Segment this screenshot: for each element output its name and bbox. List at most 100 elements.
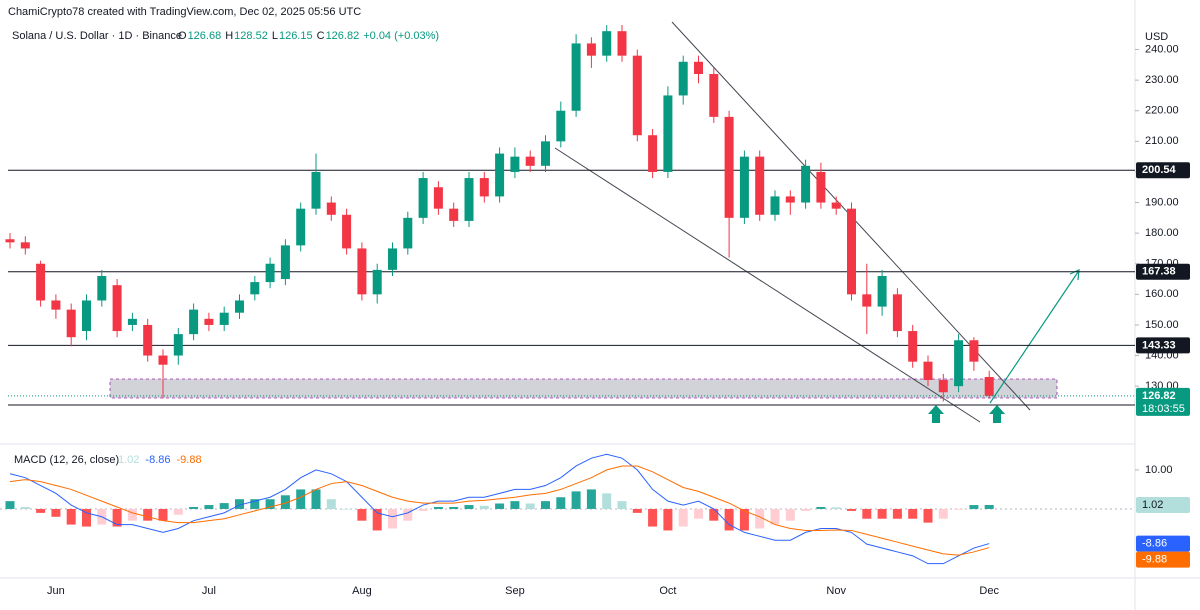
candle-body (51, 300, 61, 310)
candle-body (632, 55, 642, 136)
histogram-bar (571, 491, 581, 509)
candle-body (724, 116, 734, 218)
candle-body (816, 171, 826, 203)
y-tick-label: 10.00 (1145, 464, 1173, 476)
candle-body (357, 248, 367, 295)
candle-body (235, 300, 244, 313)
candle-body (66, 309, 76, 338)
y-tick-label: 210.00 (1145, 135, 1179, 147)
histogram-bar (265, 499, 275, 509)
histogram-bar (36, 508, 46, 513)
histogram-bar (418, 508, 428, 511)
histogram-bar (694, 508, 703, 519)
histogram-bar (204, 505, 214, 509)
x-tick-label: Jul (202, 585, 216, 597)
symbol-title: Solana / U.S. Dollar · 1D · Binance (12, 30, 182, 42)
histogram-bar (403, 508, 413, 521)
candle-body (158, 355, 168, 365)
histogram-bar (847, 508, 856, 511)
candle-body (36, 263, 46, 301)
ohlc-value: 126.15 (279, 30, 313, 42)
histogram-bar (739, 508, 749, 531)
candle-body (862, 294, 872, 307)
up-arrow (928, 405, 944, 423)
histogram-bar (143, 508, 153, 521)
candle-body (189, 309, 199, 335)
candle-body (984, 376, 994, 396)
histogram-bar (663, 508, 673, 531)
histogram-bar (877, 508, 887, 519)
histogram-bar (82, 508, 91, 527)
macd-axis-label: -8.86 (1142, 537, 1167, 549)
y-tick-label: 160.00 (1145, 288, 1179, 300)
candle-body (403, 217, 413, 249)
histogram-bar (158, 508, 168, 521)
candle-body (479, 178, 489, 197)
histogram-bar (586, 489, 596, 509)
change: +0.04 (+0.03%) (363, 30, 439, 42)
histogram-bar (342, 508, 352, 510)
macd-axis-label-bg (1136, 551, 1190, 568)
histogram-bar (632, 508, 642, 513)
x-tick-label: Dec (979, 585, 999, 597)
unit: USD (1145, 31, 1168, 43)
histogram-bar (541, 501, 550, 509)
candle-body (127, 318, 137, 325)
candle-body (326, 202, 336, 215)
projection-line (989, 271, 1079, 404)
trendline-lower (554, 147, 981, 423)
candle-body (785, 196, 795, 203)
histogram-bar (831, 507, 841, 509)
candle-body (250, 282, 260, 295)
histogram-bar (755, 508, 765, 529)
support-zone (109, 378, 1058, 399)
histogram-bar (127, 508, 137, 521)
candle-body (296, 208, 306, 246)
histogram-bar (785, 508, 795, 521)
histogram-bar (678, 508, 688, 527)
candle-body (97, 275, 107, 301)
candle-body (265, 263, 275, 283)
up-arrow (989, 405, 1005, 423)
macd-legend: 1.02 -8.86 -9.88 (118, 454, 202, 466)
histogram-bar (969, 505, 979, 509)
macd-title: MACD (12, 26, close) (14, 454, 119, 466)
histogram-bar (51, 508, 61, 517)
candle-body (510, 156, 520, 172)
histogram-bar (908, 508, 918, 519)
histogram-bar (296, 489, 306, 509)
candle-body (663, 95, 673, 172)
candle-body (678, 61, 688, 96)
histogram-bar (372, 508, 382, 531)
candle-body (847, 208, 856, 295)
candle-body (969, 340, 979, 362)
histogram-bar (938, 508, 948, 519)
y-tick-label: 230.00 (1145, 74, 1179, 86)
histogram-bar (66, 508, 76, 525)
histogram-bar (388, 508, 397, 529)
ohlc-value: 126.68 (188, 30, 222, 42)
candle-body (173, 334, 183, 356)
candle-body (495, 153, 505, 197)
x-tick-label: Sep (505, 585, 525, 597)
candle-body (372, 269, 382, 295)
level-label: 143.33 (1142, 339, 1176, 351)
candle-body (143, 324, 153, 356)
histogram-bar (709, 508, 719, 521)
candle-body (280, 245, 290, 280)
candle-body (433, 187, 443, 209)
macd-line (9, 465, 990, 556)
candle-body (908, 331, 918, 362)
histogram-bar (954, 508, 964, 510)
histogram-bar (357, 508, 367, 521)
level-label: 167.38 (1142, 266, 1176, 278)
candle-body (541, 141, 550, 166)
ohlc-key: O (178, 30, 187, 42)
credit: ChamiCrypto78 created with TradingView.c… (8, 6, 361, 18)
candle-body (418, 178, 428, 218)
countdown: 18:03:55 (1142, 403, 1185, 415)
ohlc-key: L (272, 30, 278, 42)
x-tick-label: Aug (352, 585, 372, 597)
